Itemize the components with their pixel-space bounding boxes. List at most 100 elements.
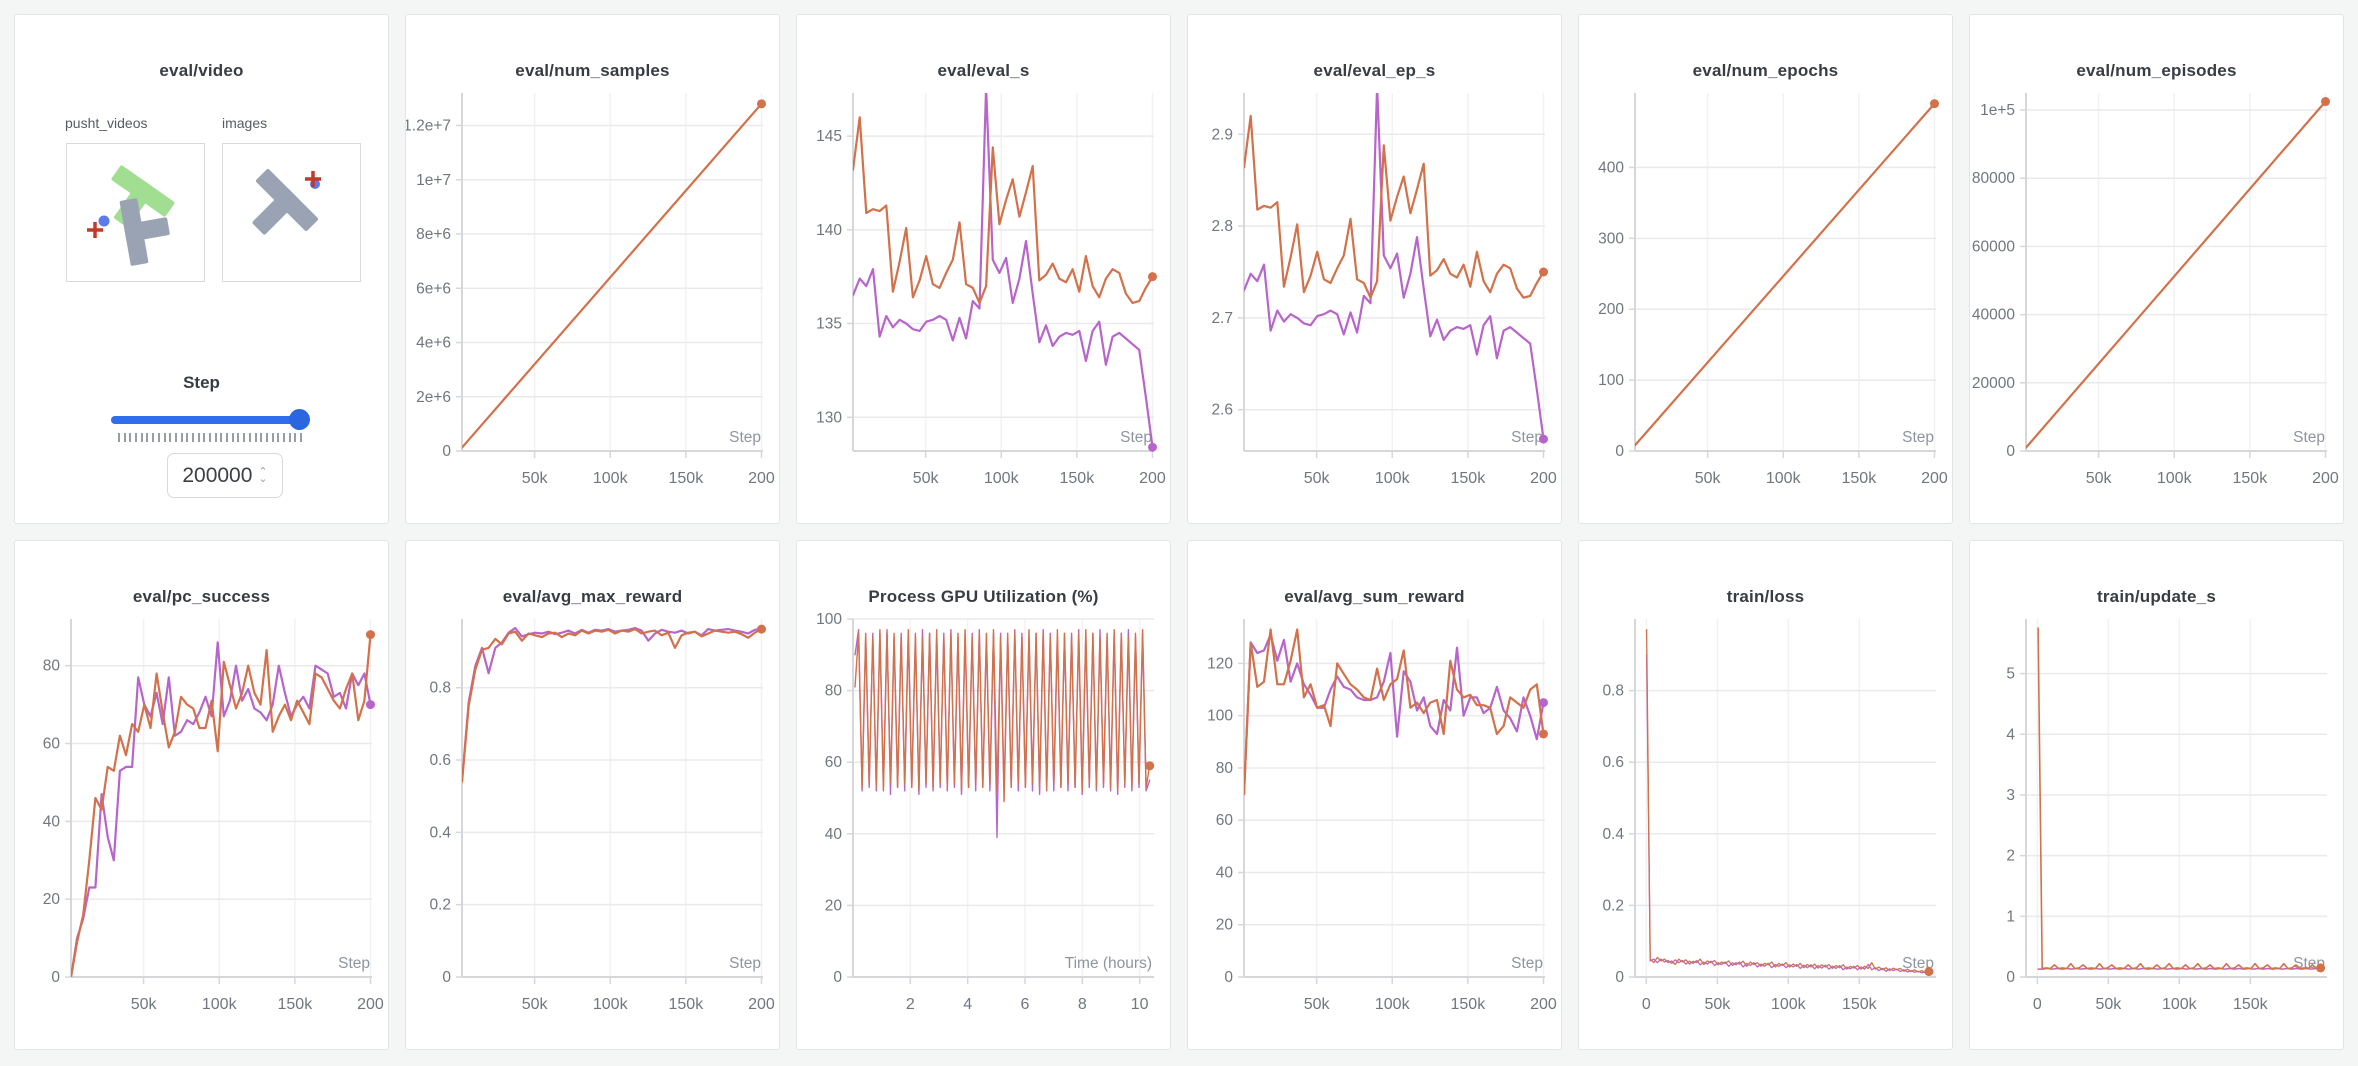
chart-eval-eval-s[interactable]: 130 135 140 145 50k 100k 150k 200 Step	[797, 85, 1170, 505]
y-tick-label: 100	[1207, 708, 1233, 725]
x-tick-label: 50k	[1704, 996, 1731, 1013]
chart-container: 0 20 40 60 80 50k 100k 150k 200 Step	[15, 611, 388, 1031]
chart-container: 0 0.2 0.4 0.6 0.8 0 50k 100k 150k Step	[1579, 611, 1952, 1031]
x-tick-label: 100k	[1375, 996, 1411, 1013]
series-run-orange	[853, 116, 1154, 304]
y-tick-label: 0.4	[1602, 826, 1624, 843]
step-value[interactable]: 200000	[182, 463, 253, 487]
series-run-purple	[71, 641, 372, 977]
x-tick-label: 200	[357, 996, 384, 1013]
y-tick-label: 0.8	[1602, 683, 1624, 700]
chart-train-loss[interactable]: 0 0.2 0.4 0.6 0.8 0 50k 100k 150k Step	[1579, 611, 1952, 1031]
y-tick-label: 4e+6	[416, 335, 451, 352]
y-tick-label: 1	[2006, 908, 2015, 925]
y-tick-label: 1e+7	[416, 172, 451, 189]
x-axis-label: Step	[2293, 429, 2325, 446]
x-tick-label: 2	[906, 996, 915, 1013]
chart-eval-avg-max-reward[interactable]: 0 0.2 0.4 0.6 0.8 50k 100k 150k 200 Step	[406, 611, 779, 1031]
series-end-dot-run-purple	[1538, 434, 1548, 444]
series-end-dot-run-orange	[2316, 963, 2326, 973]
chart-container: 0 20 40 60 80 100 2 4 6 8 10 Time (hours)	[797, 611, 1170, 1031]
y-tick-label: 60	[1216, 812, 1234, 829]
y-tick-label: 2.8	[1211, 218, 1233, 235]
x-tick-label: 200	[1139, 470, 1166, 487]
series-run-orange	[1635, 102, 1936, 447]
panel-title: eval/pc_success	[132, 587, 271, 606]
panel-eval-video: eval/video pusht_videos images Step 200000 ⌃ ⌄	[14, 14, 389, 524]
step-slider-label: Step	[183, 373, 220, 392]
chart-eval-avg-sum-reward[interactable]: 0 20 40 60 80 100 120 50k 100k 150k 200 Step	[1188, 611, 1561, 1031]
panel-title: eval/num_episodes	[2076, 61, 2237, 80]
chart-container: 0 20 40 60 80 100 120 50k 100k 150k 200 Step	[1188, 611, 1561, 1031]
step-slider-track[interactable]	[111, 416, 307, 424]
media-label-images: images	[222, 115, 268, 131]
panel-process-gpu-utilization: Process GPU Utilization (%) 0 20 40 60 80 100 2…	[796, 540, 1171, 1050]
series-end-dot-run-orange	[2320, 97, 2330, 107]
y-tick-label: 60	[43, 736, 61, 753]
panel-eval-num-episodes: eval/num_episodes 0 20000 40000 60000 80000 1e…	[1969, 14, 2344, 524]
x-tick-label: 100k	[593, 996, 629, 1013]
y-tick-label: 0	[833, 969, 842, 986]
y-tick-label: 100	[1598, 372, 1624, 389]
series-run-purple	[1244, 633, 1545, 796]
chart-eval-num-epochs[interactable]: 0 100 200 300 400 50k 100k 150k 200 Step	[1579, 85, 1952, 505]
chart-eval-eval-ep-s[interactable]: 2.6 2.7 2.8 2.9 50k 100k 150k 200 Step	[1188, 85, 1561, 505]
x-tick-label: 50k	[522, 470, 549, 487]
chart-eval-num-episodes[interactable]: 0 20000 40000 60000 80000 1e+5 50k 100k 150k 200 S…	[1970, 85, 2343, 505]
panel-grid: eval/video pusht_videos images Step 200000 ⌃ ⌄…	[14, 14, 2344, 1050]
step-decrement-icon[interactable]: ⌄	[258, 472, 268, 485]
media-label-pusht_videos: pusht_videos	[65, 115, 148, 131]
chart-eval-pc-success[interactable]: 0 20 40 60 80 50k 100k 150k 200 Step	[15, 611, 388, 1031]
y-tick-label: 140	[816, 222, 842, 239]
x-tick-label: 200	[1921, 470, 1948, 487]
x-tick-label: 150k	[1842, 996, 1878, 1013]
series-run-orange	[462, 628, 763, 783]
series-run-orange	[1244, 114, 1545, 299]
chart-container: 0 20000 40000 60000 80000 1e+5 50k 100k 150k 200 S…	[1970, 85, 2343, 505]
x-tick-label: 50k	[2086, 470, 2113, 487]
x-tick-label: 100k	[593, 470, 629, 487]
chart-container: 0 100 200 300 400 50k 100k 150k 200 Step	[1579, 85, 1952, 505]
series-end-dot-run-purple	[365, 700, 375, 710]
panel-title: eval/num_samples	[515, 61, 670, 80]
step-increment-icon[interactable]: ⌃	[258, 465, 268, 478]
x-axis-label: Step	[1511, 429, 1543, 446]
x-axis-label: Step	[1902, 429, 1934, 446]
y-tick-label: 300	[1598, 230, 1624, 247]
object-t-shape	[252, 169, 318, 235]
media-thumbnail-images[interactable]	[222, 143, 361, 282]
x-axis-label: Step	[729, 955, 761, 972]
panel-eval-avg-sum-reward: eval/avg_sum_reward 0 20 40 60 80 100 120 50k 100…	[1187, 540, 1562, 1050]
object-t-shape	[119, 198, 170, 266]
y-tick-label: 6e+6	[416, 280, 451, 297]
x-tick-label: 50k	[1304, 470, 1331, 487]
x-axis-label: Time (hours)	[1065, 955, 1152, 972]
y-tick-label: 145	[816, 128, 842, 145]
y-tick-label: 20	[825, 897, 843, 914]
x-tick-label: 200	[748, 470, 775, 487]
y-tick-label: 0.2	[1602, 897, 1624, 914]
chart-container: 2.6 2.7 2.8 2.9 50k 100k 150k 200 Step	[1188, 85, 1561, 505]
chart-process-gpu-utilization[interactable]: 0 20 40 60 80 100 2 4 6 8 10 Time (hours)	[797, 611, 1170, 1031]
panel-title: eval/eval_ep_s	[1313, 61, 1436, 80]
panel-title: eval/video	[159, 61, 244, 80]
y-tick-label: 0	[1615, 969, 1624, 986]
panel-title: eval/avg_sum_reward	[1284, 587, 1465, 606]
chart-eval-num-samples[interactable]: 0 2e+6 4e+6 6e+6 8e+6 1e+7 1.2e+7 50k 100k 150k 20…	[406, 85, 779, 505]
series-end-dot-run-orange	[1147, 272, 1157, 282]
series-end-dot-run-orange	[1538, 267, 1548, 277]
panel-title: eval/avg_max_reward	[502, 587, 683, 606]
panel-eval-avg-max-reward: eval/avg_max_reward 0 0.2 0.4 0.6 0.8 50k 100k 1…	[405, 540, 780, 1050]
panel-train-update-s: train/update_s 0 1 2 3 4 5 0 50k 100k 150k Step	[1969, 540, 2344, 1050]
panel-train-loss: train/loss 0 0.2 0.4 0.6 0.8 0 50k 100k 150k Step	[1578, 540, 1953, 1050]
x-tick-label: 100k	[1375, 470, 1411, 487]
step-number-input[interactable]: 200000 ⌃ ⌄	[167, 453, 283, 498]
step-slider-thumb[interactable]	[289, 409, 310, 430]
media-thumbnail-pusht_videos[interactable]	[66, 143, 205, 282]
y-tick-label: 80	[43, 658, 61, 675]
x-tick-label: 50k	[1695, 470, 1722, 487]
x-tick-label: 200	[748, 996, 775, 1013]
y-tick-label: 0	[442, 969, 451, 986]
series-end-dot-run-orange	[1929, 99, 1939, 109]
